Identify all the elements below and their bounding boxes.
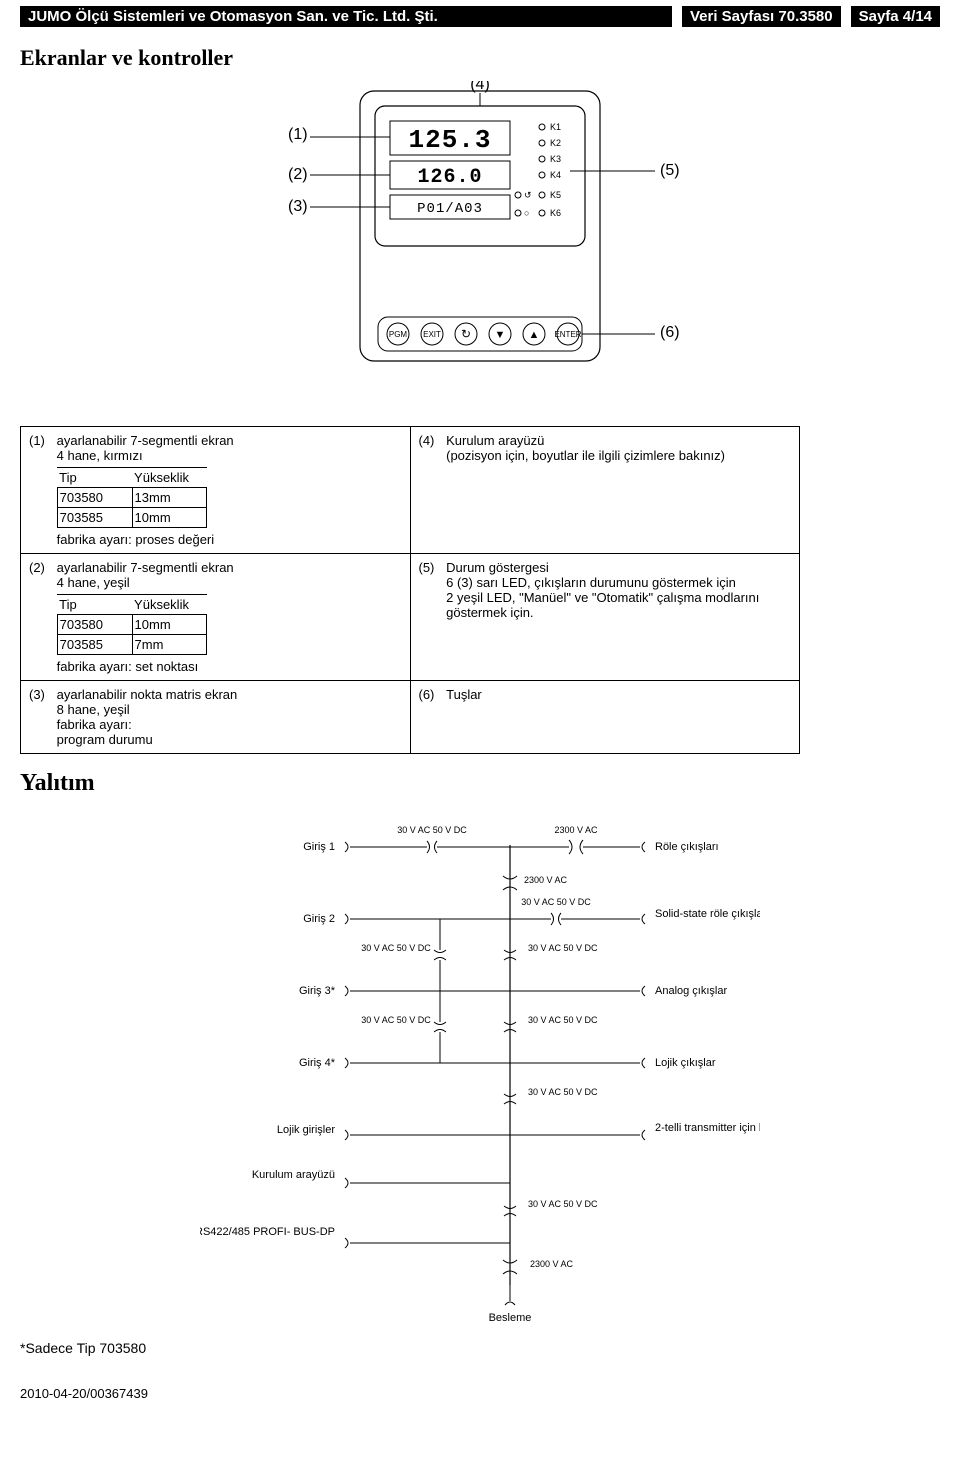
legend-2-title: ayarlanabilir 7-segmentli ekran 4 hane, … (57, 560, 234, 590)
auto-icon: ○ (524, 208, 529, 218)
btn-up: ▲ (529, 329, 540, 341)
btn-pgm: PGM (389, 330, 408, 339)
iso-left-4: Giriş 4* (299, 1057, 336, 1069)
svg-text:30 V AC 50 V DC: 30 V AC 50 V DC (528, 1199, 598, 1209)
footnote: *Sadece Tip 703580 (20, 1340, 960, 1356)
legend-2-footer: fabrika ayarı: set noktası (57, 659, 400, 674)
legend-cell-1: (1) ayarlanabilir 7-segmentli ekran 4 ha… (21, 427, 411, 554)
iso-left-6: Kurulum arayüzü (252, 1169, 335, 1181)
header-datasheet: Veri Sayfası 70.3580 (682, 6, 841, 27)
header-page: Sayfa 4/14 (851, 6, 940, 27)
iso-left-7: RS422/485 PROFI- BUS-DP (200, 1226, 335, 1238)
svg-text:2300 V AC: 2300 V AC (554, 825, 598, 835)
legend-cell-2: (2) ayarlanabilir 7-segmentli ekran 4 ha… (21, 554, 411, 681)
legend-6-text: Tuşlar (446, 687, 789, 702)
iso-right-5: 2-telli transmitter için besleme (655, 1122, 760, 1134)
legend-5-num: (5) (419, 560, 443, 575)
legend-3-num: (3) (29, 687, 53, 702)
legend-cell-6: (6) Tuşlar (410, 681, 800, 754)
legend-cell-5: (5) Durum göstergesi 6 (3) sarı LED, çık… (410, 554, 800, 681)
btn-down: ▼ (495, 329, 506, 341)
legend-1-title: ayarlanabilir 7-segmentli ekran 4 hane, … (57, 433, 234, 463)
iso-left-5: Lojik girişler (277, 1124, 335, 1136)
callout-4: (4) (470, 81, 490, 93)
led-k2: K2 (550, 138, 561, 148)
callout-5: (5) (660, 162, 680, 179)
iso-left-1: Giriş 1 (303, 841, 335, 853)
isolation-svg: Giriş 1 30 V AC 50 V DC 2300 V AC Röle ç… (200, 805, 760, 1325)
legend-1-footer: fabrika ayarı: proses değeri (57, 532, 400, 547)
section-title-isolation: Yalıtım (20, 770, 960, 797)
legend-1-table: TipYükseklik 70358013mm 70358510mm (57, 467, 208, 528)
led-k5: K5 (550, 190, 561, 200)
page-footer-id: 2010-04-20/00367439 (20, 1386, 960, 1401)
legend-4-text: Kurulum arayüzü (pozisyon için, boyutlar… (446, 433, 789, 463)
led-k4: K4 (550, 170, 561, 180)
legend-3-text: ayarlanabilir nokta matris ekran 8 hane,… (57, 687, 400, 747)
iso-right-4: Lojik çıkışlar (655, 1057, 716, 1069)
display-top: 125.3 (408, 125, 491, 155)
iso-right-2: Solid-state röle çıkışları (655, 908, 760, 920)
legend-4-num: (4) (419, 433, 443, 448)
legend-2-num: (2) (29, 560, 53, 575)
hand-icon: ↺ (524, 190, 532, 200)
callout-1: (1) (288, 126, 308, 143)
iso-right-3: Analog çıkışlar (655, 985, 727, 997)
legend-cell-4: (4) Kurulum arayüzü (pozisyon için, boyu… (410, 427, 800, 554)
callout-6: (6) (660, 324, 680, 341)
svg-text:30 V AC 50 V DC: 30 V AC 50 V DC (528, 1087, 598, 1097)
svg-text:30 V AC 50 V DC: 30 V AC 50 V DC (528, 1015, 598, 1025)
svg-text:30 V AC 50 V DC: 30 V AC 50 V DC (361, 1015, 431, 1025)
callout-2: (2) (288, 166, 308, 183)
legend-5-text: Durum göstergesi 6 (3) sarı LED, çıkışla… (446, 560, 789, 620)
svg-text:2300 V AC: 2300 V AC (530, 1259, 574, 1269)
iso-left-2: Giriş 2 (303, 913, 335, 925)
iso-right-1: Röle çıkışları (655, 841, 719, 853)
iso-left-3: Giriş 3* (299, 985, 336, 997)
svg-text:30 V AC 50 V DC: 30 V AC 50 V DC (528, 943, 598, 953)
legend-2-table: TipYükseklik 70358010mm 7035857mm (57, 594, 208, 655)
btn-enter: ENTER (554, 330, 581, 339)
led-k1: K1 (550, 122, 561, 132)
led-k3: K3 (550, 154, 561, 164)
legend-1-num: (1) (29, 433, 53, 448)
display-bot: P01/A03 (417, 201, 483, 217)
legend-6-num: (6) (419, 687, 443, 702)
btn-cycle: ↻ (461, 327, 471, 341)
legend-cell-3: (3) ayarlanabilir nokta matris ekran 8 h… (21, 681, 411, 754)
svg-text:2300 V AC: 2300 V AC (524, 875, 568, 885)
svg-text:30 V AC 50 V DC: 30 V AC 50 V DC (521, 897, 591, 907)
section-title-controls: Ekranlar ve kontroller (20, 45, 960, 71)
iso-bottom: Besleme (489, 1312, 532, 1324)
page-header: JUMO Ölçü Sistemleri ve Otomasyon San. v… (0, 0, 960, 33)
led-k6: K6 (550, 208, 561, 218)
device-diagram: 125.3 126.0 P01/A03 K1 K2 K3 K4 K5 K6 ↺ … (0, 81, 960, 406)
svg-text:30 V AC 50 V DC: 30 V AC 50 V DC (361, 943, 431, 953)
svg-text:30 V AC 50 V DC: 30 V AC 50 V DC (397, 825, 467, 835)
legend-table: (1) ayarlanabilir 7-segmentli ekran 4 ha… (20, 426, 800, 754)
header-company: JUMO Ölçü Sistemleri ve Otomasyon San. v… (20, 6, 672, 27)
isolation-diagram: Giriş 1 30 V AC 50 V DC 2300 V AC Röle ç… (0, 805, 960, 1330)
btn-exit: EXIT (423, 330, 441, 339)
display-mid: 126.0 (417, 166, 482, 189)
device-svg: 125.3 126.0 P01/A03 K1 K2 K3 K4 K5 K6 ↺ … (160, 81, 800, 401)
callout-3: (3) (288, 198, 308, 215)
